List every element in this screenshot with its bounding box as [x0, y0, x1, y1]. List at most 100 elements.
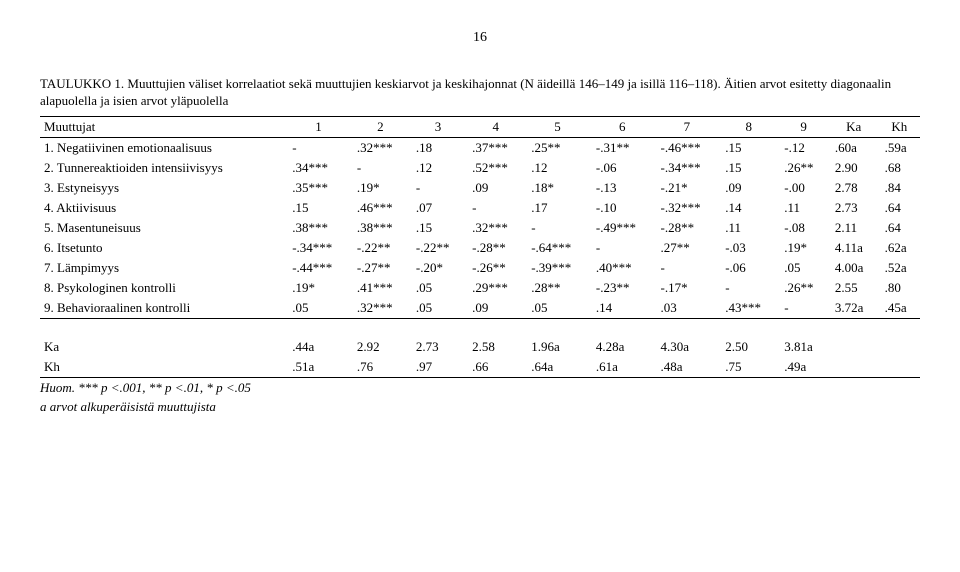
cell: .05	[410, 298, 466, 319]
footnote-a-values: a arvot alkuperäisistä muuttujista	[40, 399, 920, 416]
cell: .15	[719, 158, 778, 178]
cell: .34***	[286, 158, 351, 178]
table-row: 1. Negatiivinen emotionaalisuus-.32***.1…	[40, 137, 920, 158]
header-col: 8	[719, 116, 778, 137]
cell: .17	[525, 198, 590, 218]
cell: .15	[286, 198, 351, 218]
cell: -	[778, 298, 829, 319]
table-row: Ka.44a2.922.732.581.96a4.28a4.30a2.503.8…	[40, 337, 920, 357]
cell: .05	[778, 258, 829, 278]
cell: .18	[410, 137, 466, 158]
cell: .32***	[351, 137, 410, 158]
cell: -.06	[719, 258, 778, 278]
cell	[879, 337, 920, 357]
table-row: 6. Itsetunto-.34***-.22**-.22**-.28**-.6…	[40, 238, 920, 258]
header-row: Muuttujat 1 2 3 4 5 6 7 8 9 Ka Kh	[40, 116, 920, 137]
cell: .03	[655, 298, 720, 319]
header-col: 7	[655, 116, 720, 137]
header-col: 4	[466, 116, 525, 137]
row-label: 6. Itsetunto	[40, 238, 286, 258]
correlation-table: Muuttujat 1 2 3 4 5 6 7 8 9 Ka Kh 1. Neg…	[40, 116, 920, 378]
cell: .76	[351, 357, 410, 378]
cell: -.44***	[286, 258, 351, 278]
cell: -	[410, 178, 466, 198]
cell: .51a	[286, 357, 351, 378]
cell: .19*	[778, 238, 829, 258]
cell: .64	[879, 198, 920, 218]
cell: .26**	[778, 158, 829, 178]
cell: .37***	[466, 137, 525, 158]
cell: 1.96a	[525, 337, 590, 357]
cell: .09	[466, 178, 525, 198]
cell: -.17*	[655, 278, 720, 298]
cell: .05	[525, 298, 590, 319]
header-col: Ka	[829, 116, 879, 137]
cell: -	[719, 278, 778, 298]
cell: .48a	[655, 357, 720, 378]
cell: .12	[410, 158, 466, 178]
header-col: 6	[590, 116, 655, 137]
table-row: 4. Aktiivisuus.15.46***.07-.17-.10-.32**…	[40, 198, 920, 218]
row-label: 8. Psykologinen kontrolli	[40, 278, 286, 298]
cell: -	[351, 158, 410, 178]
cell: -.13	[590, 178, 655, 198]
cell: .09	[719, 178, 778, 198]
cell: 2.50	[719, 337, 778, 357]
header-col: 1	[286, 116, 351, 137]
cell: -.00	[778, 178, 829, 198]
cell: .19*	[286, 278, 351, 298]
cell: .28**	[525, 278, 590, 298]
cell: -	[655, 258, 720, 278]
cell: .05	[410, 278, 466, 298]
cell: -.31**	[590, 137, 655, 158]
cell: .29***	[466, 278, 525, 298]
cell: .64a	[525, 357, 590, 378]
cell: .38***	[286, 218, 351, 238]
header-col: 9	[778, 116, 829, 137]
table-row: 5. Masentuneisuus.38***.38***.15.32***--…	[40, 218, 920, 238]
cell: 2.90	[829, 158, 879, 178]
cell: .32***	[351, 298, 410, 319]
cell: .05	[286, 298, 351, 319]
cell: 2.58	[466, 337, 525, 357]
cell: -.28**	[655, 218, 720, 238]
cell: 2.92	[351, 337, 410, 357]
table-row: 7. Lämpimyys-.44***-.27**-.20*-.26**-.39…	[40, 258, 920, 278]
cell: -.28**	[466, 238, 525, 258]
cell: .15	[410, 218, 466, 238]
cell: -	[466, 198, 525, 218]
cell: -.34***	[655, 158, 720, 178]
cell: 4.28a	[590, 337, 655, 357]
cell: .09	[466, 298, 525, 319]
cell: -.10	[590, 198, 655, 218]
cell: -.23**	[590, 278, 655, 298]
row-label: Ka	[40, 337, 286, 357]
cell: -.21*	[655, 178, 720, 198]
cell: -.34***	[286, 238, 351, 258]
cell: .52***	[466, 158, 525, 178]
cell: .84	[879, 178, 920, 198]
cell: -.49***	[590, 218, 655, 238]
cell: 2.73	[829, 198, 879, 218]
footnote-significance: Huom. *** p <.001, ** p <.01, * p <.05	[40, 380, 920, 397]
table-row: Kh.51a.76.97.66.64a.61a.48a.75.49a	[40, 357, 920, 378]
cell: .44a	[286, 337, 351, 357]
cell: .19*	[351, 178, 410, 198]
cell: .18*	[525, 178, 590, 198]
cell: 4.30a	[655, 337, 720, 357]
cell: -.46***	[655, 137, 720, 158]
header-col: 3	[410, 116, 466, 137]
cell: .40***	[590, 258, 655, 278]
cell	[829, 337, 879, 357]
table-caption: TAULUKKO 1. Muuttujien väliset korrelaat…	[40, 76, 920, 110]
cell	[879, 357, 920, 378]
table-row: 2. Tunnereaktioiden intensiivisyys.34***…	[40, 158, 920, 178]
gap-row	[40, 318, 920, 337]
header-col: Kh	[879, 116, 920, 137]
cell: -.22**	[410, 238, 466, 258]
header-variables: Muuttujat	[40, 116, 286, 137]
cell: .27**	[655, 238, 720, 258]
cell: .07	[410, 198, 466, 218]
page-number: 16	[40, 30, 920, 46]
header-col: 2	[351, 116, 410, 137]
